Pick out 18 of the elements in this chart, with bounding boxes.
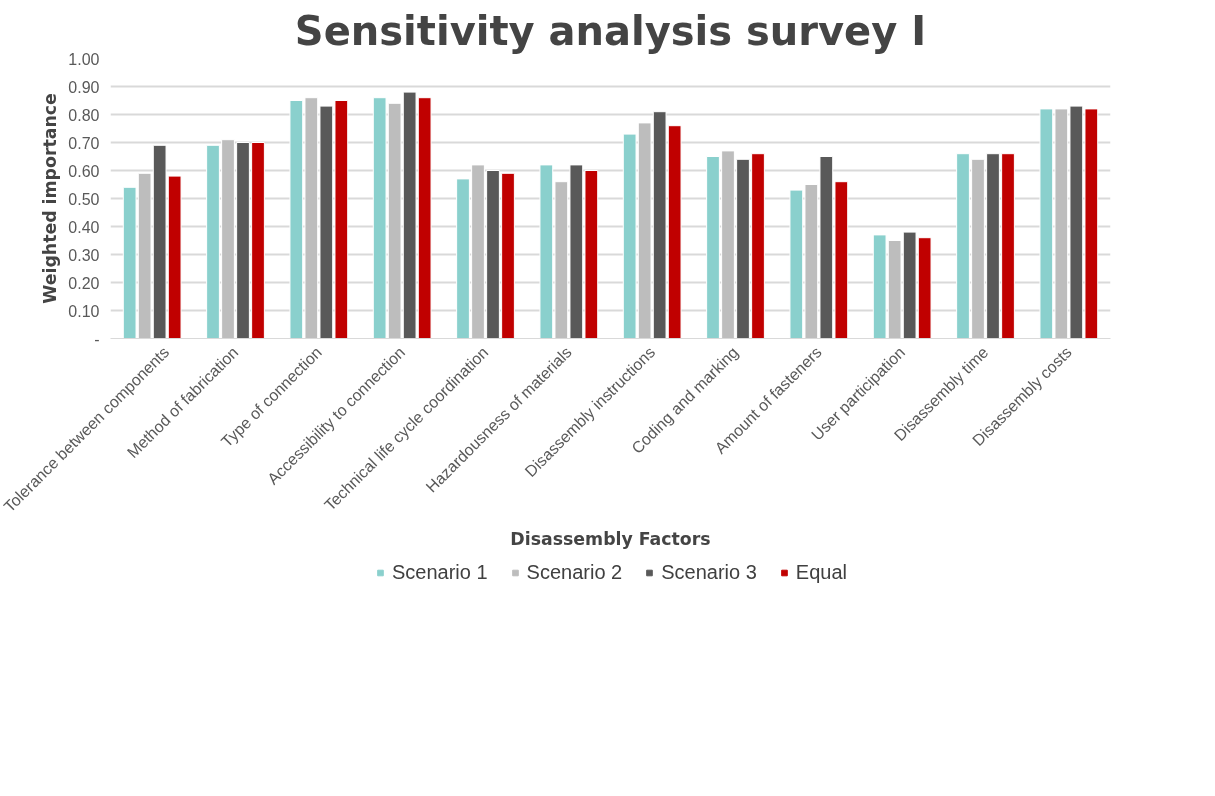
y-tick-label: - <box>94 330 100 348</box>
legend-label: Scenario 2 <box>526 560 623 584</box>
y-tick-label: 0.40 <box>68 218 100 236</box>
legend-label: Equal <box>795 560 848 584</box>
y-tick-label: 0.20 <box>68 274 100 292</box>
y-axis-title: Weighted importance <box>40 93 61 304</box>
chart-title: Sensitivity analysis survey I <box>294 7 927 54</box>
y-tick-label: 0.60 <box>68 162 100 180</box>
y-tick-label: 0.70 <box>68 134 100 152</box>
legend-label: Scenario 1 <box>391 560 488 584</box>
y-tick-label: 0.30 <box>68 246 100 264</box>
y-tick-label: 0.90 <box>68 78 100 96</box>
y-tick-label: 1.00 <box>68 50 100 68</box>
y-tick-label: 0.10 <box>68 302 100 320</box>
legend-label: Scenario 3 <box>661 560 757 584</box>
y-tick-label: 0.50 <box>68 190 100 208</box>
x-axis-title: Disassembly Factors <box>510 529 711 550</box>
y-tick-label: 0.80 <box>68 106 100 124</box>
